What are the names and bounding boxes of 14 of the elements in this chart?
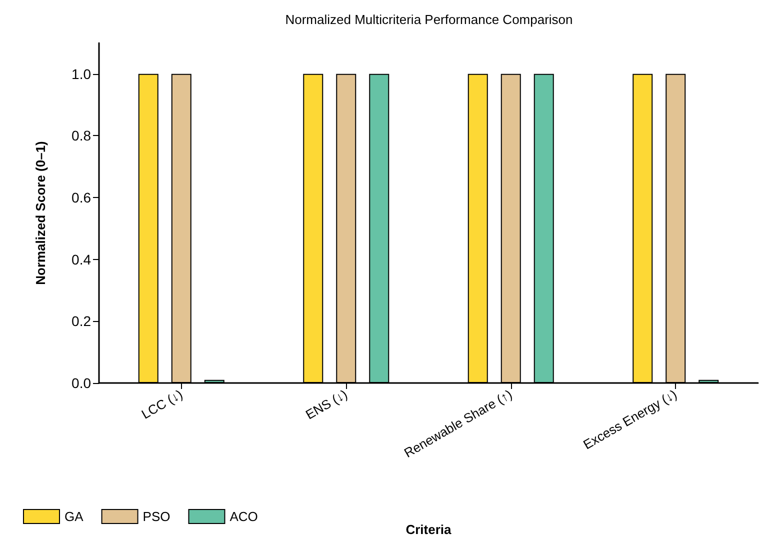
x-axis-title: Criteria	[406, 522, 452, 537]
y-tick-label: 0.6	[72, 190, 92, 206]
legend-label: ACO	[230, 509, 258, 524]
y-tick-label: 0.8	[72, 128, 92, 144]
x-tick-label: ENS (↓)	[303, 386, 350, 422]
legend-label: PSO	[142, 509, 170, 524]
y-tick-label: 0.4	[72, 251, 92, 268]
x-tick-label: LCC (↓)	[138, 386, 186, 422]
legend-label: GA	[64, 509, 84, 524]
y-axis-title: Normalized Score (0–1)	[33, 141, 48, 285]
y-tick-label: 0.2	[72, 313, 92, 330]
y-tick-label: 1.0	[72, 66, 92, 82]
chart-title: Normalized Multicriteria Performance Comparison	[285, 12, 573, 27]
y-tick-label: 0.0	[72, 375, 92, 391]
